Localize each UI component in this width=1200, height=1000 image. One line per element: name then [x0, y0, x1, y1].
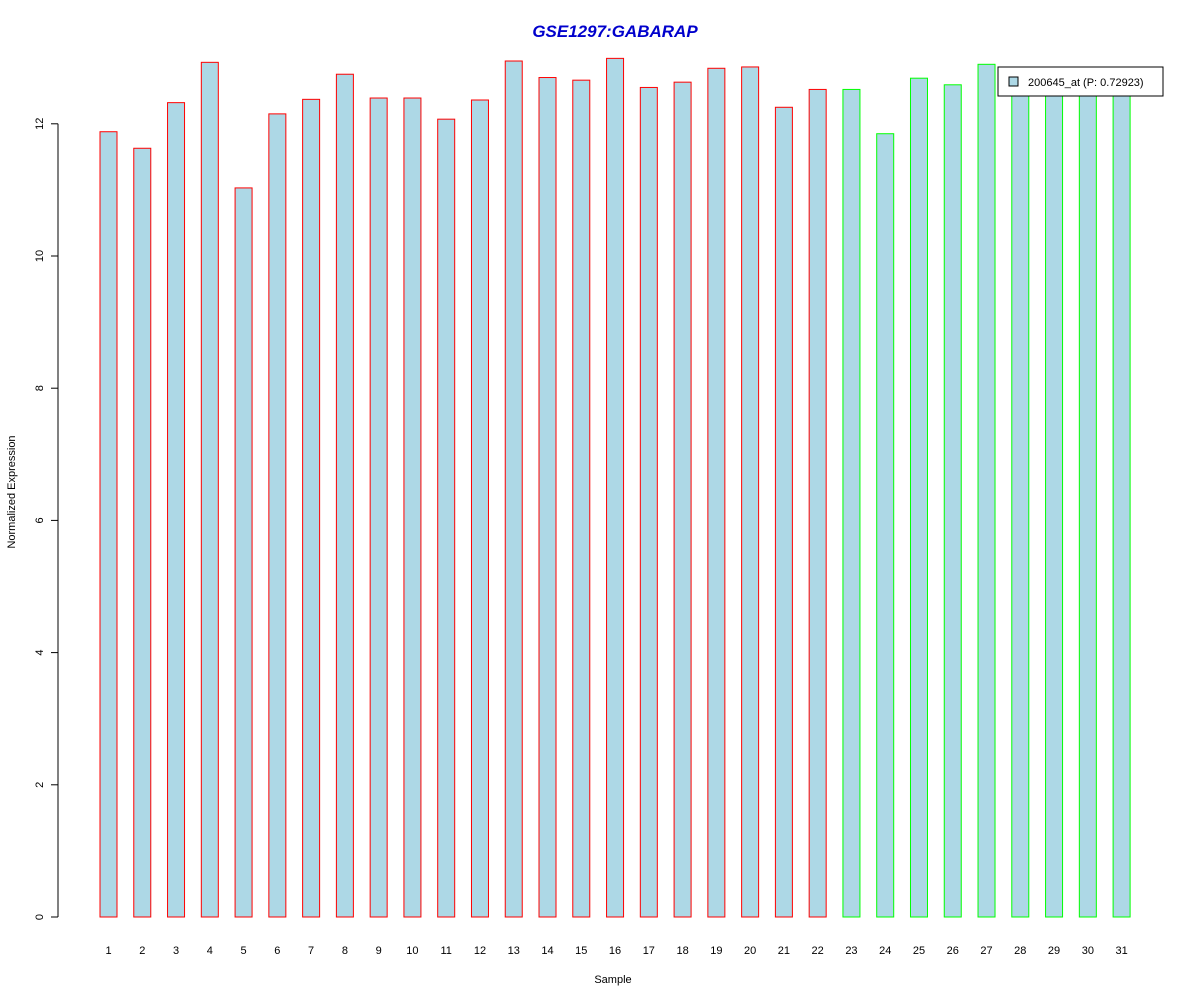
bar-sample-14 — [538, 77, 557, 918]
bar-sample-4 — [200, 61, 219, 918]
bar-sample-27 — [977, 63, 996, 918]
x-tick-label: 12 — [474, 945, 486, 957]
x-tick-label: 6 — [274, 945, 280, 957]
x-tick-label: 23 — [845, 945, 857, 957]
x-tick-label: 9 — [376, 945, 382, 957]
bar-sample-8 — [335, 73, 354, 918]
y-tick-label: 0 — [34, 914, 46, 920]
y-axis-label: Normalized Expression — [6, 435, 18, 548]
bar-sample-13 — [504, 60, 523, 918]
y-tick-label: 4 — [34, 650, 46, 656]
x-tick-label: 21 — [778, 945, 790, 957]
bar-sample-25 — [909, 77, 928, 918]
x-tick-label: 27 — [980, 945, 992, 957]
x-tick-label: 18 — [676, 945, 688, 957]
bar-sample-3 — [167, 102, 186, 918]
x-tick-label: 25 — [913, 945, 925, 957]
chart-title: GSE1297:GABARAP — [532, 22, 698, 41]
y-tick-label: 6 — [34, 517, 46, 523]
y-tick-label: 2 — [34, 782, 46, 788]
x-tick-label: 8 — [342, 945, 348, 957]
x-tick-label: 11 — [440, 945, 451, 957]
bar-sample-16 — [606, 57, 625, 918]
x-axis-tick-labels: 1 2 3 4 5 6 7 8 9 10 11 12 13 14 15 16 17 18 19 20 21 22 23 24 2… — [105, 945, 1127, 957]
legend-label: 200645_at (P: 0.72923) — [1028, 77, 1144, 89]
x-tick-label: 5 — [241, 945, 247, 957]
bar-sample-5 — [234, 187, 253, 918]
bar-sample-7 — [302, 98, 321, 918]
x-tick-label: 14 — [541, 945, 553, 957]
bar-sample-31 — [1112, 78, 1131, 918]
x-tick-label: 15 — [575, 945, 587, 957]
x-tick-label: 13 — [508, 945, 520, 957]
bar-sample-20 — [741, 66, 760, 918]
bar-sample-21 — [774, 106, 793, 918]
x-tick-label: 3 — [173, 945, 179, 957]
x-tick-label: 7 — [308, 945, 314, 957]
bar-sample-9 — [369, 97, 388, 918]
y-tick-label: 8 — [34, 385, 46, 391]
bar-sample-10 — [403, 97, 422, 918]
x-tick-label: 10 — [406, 945, 418, 957]
bar-sample-23 — [842, 88, 861, 918]
bar-sample-30 — [1078, 79, 1097, 918]
y-axis: 0 2 4 6 8 10 12 — [34, 118, 59, 920]
bar-sample-12 — [470, 99, 489, 918]
x-tick-label: 19 — [710, 945, 722, 957]
legend-swatch — [1008, 76, 1019, 87]
bar-sample-6 — [268, 113, 287, 918]
bar-sample-19 — [707, 67, 726, 918]
x-tick-label: 1 — [105, 945, 111, 957]
x-tick-label: 17 — [643, 945, 655, 957]
x-tick-label: 24 — [879, 945, 891, 957]
x-tick-label: 20 — [744, 945, 756, 957]
bar-sample-26 — [943, 84, 962, 918]
y-tick-label: 10 — [34, 250, 46, 262]
bar-sample-11 — [437, 118, 456, 918]
bar-sample-29 — [1045, 76, 1064, 918]
legend-box — [997, 66, 1164, 97]
bar-sample-22 — [808, 88, 827, 918]
bar-sample-18 — [673, 81, 692, 918]
x-tick-label: 26 — [947, 945, 959, 957]
bar-sample-15 — [572, 79, 591, 918]
legend: 200645_at (P: 0.72923) — [997, 66, 1164, 97]
x-tick-label: 31 — [1115, 945, 1127, 957]
x-tick-label: 22 — [812, 945, 824, 957]
y-tick-label: 12 — [34, 118, 46, 130]
x-tick-label: 2 — [139, 945, 145, 957]
x-tick-label: 16 — [609, 945, 621, 957]
bar-sample-17 — [639, 86, 658, 918]
x-tick-label: 4 — [207, 945, 213, 957]
x-axis-label: Sample — [594, 974, 631, 986]
bar-sample-1 — [99, 131, 118, 918]
x-tick-label: 29 — [1048, 945, 1060, 957]
bar-sample-2 — [133, 147, 152, 918]
x-tick-label: 30 — [1082, 945, 1094, 957]
bars — [99, 57, 1131, 918]
bar-sample-28 — [1011, 73, 1030, 918]
bar-sample-24 — [876, 133, 895, 918]
x-tick-label: 28 — [1014, 945, 1026, 957]
